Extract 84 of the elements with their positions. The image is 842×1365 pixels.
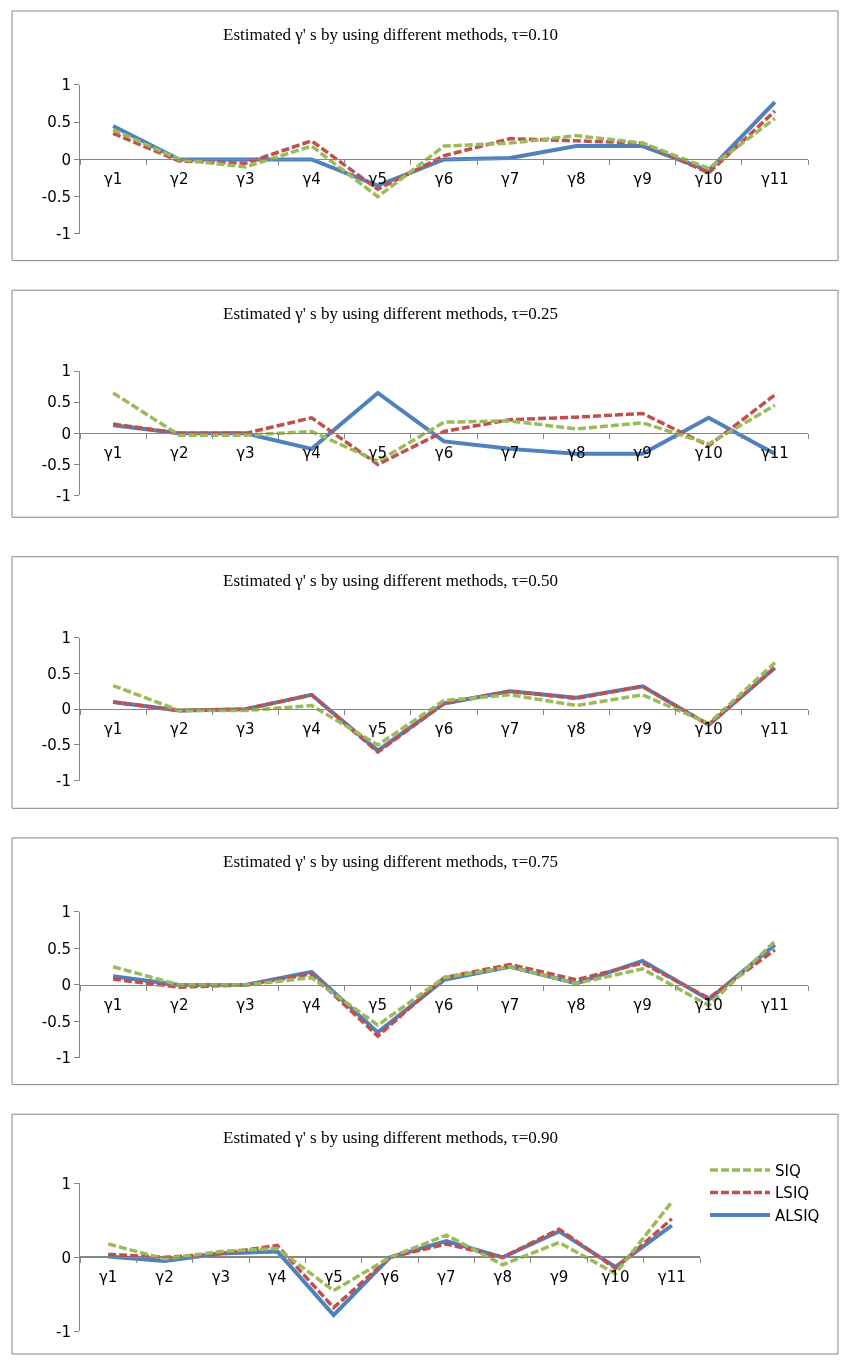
- x-tick-label: γ3: [236, 444, 255, 463]
- y-tick-label: -1: [56, 1049, 71, 1068]
- x-tick-label: γ1: [103, 995, 123, 1014]
- y-tick-label: 1: [61, 628, 71, 647]
- x-tick-label: γ3: [236, 995, 255, 1014]
- x-tick-label: γ8: [493, 1268, 512, 1287]
- x-tick-label: γ2: [170, 995, 189, 1014]
- x-tick-label: γ3: [236, 170, 255, 189]
- y-tick-label: 0: [61, 424, 71, 443]
- y-tick-label: -0.5: [41, 736, 71, 755]
- x-tick-label: γ1: [103, 444, 123, 463]
- x-tick-label: γ5: [368, 444, 388, 463]
- chart-title: Estimated γ' s by using different methods, τ=0.10: [223, 25, 559, 44]
- x-tick-label: γ2: [170, 720, 189, 739]
- x-tick-label: γ6: [434, 995, 454, 1014]
- x-tick-label: γ4: [302, 170, 321, 189]
- legend-label: ALSIQ: [775, 1206, 820, 1225]
- y-tick-label: 0.5: [47, 939, 71, 958]
- y-tick-label: 0: [61, 1248, 71, 1267]
- x-tick-label: γ7: [437, 1268, 456, 1287]
- y-tick-label: -1: [56, 486, 71, 505]
- x-tick-label: γ9: [549, 1268, 569, 1287]
- chart-title: Estimated γ' s by using different methods, τ=0.25: [223, 304, 559, 323]
- x-tick-label: γ7: [500, 170, 520, 189]
- y-tick-label: -0.5: [41, 1012, 71, 1031]
- x-tick-label: γ11: [760, 170, 789, 189]
- x-tick-label: γ2: [155, 1268, 174, 1287]
- y-tick-label: 0: [61, 150, 71, 169]
- x-tick-label: γ11: [760, 995, 789, 1014]
- y-tick-label: 1: [61, 76, 71, 95]
- y-tick-label: 0.5: [47, 393, 71, 412]
- y-tick-label: 0.5: [47, 664, 71, 683]
- x-tick-label: γ1: [103, 720, 123, 739]
- x-tick-label: γ11: [760, 444, 789, 463]
- x-tick-label: γ7: [500, 444, 520, 463]
- x-tick-label: γ5: [368, 720, 388, 739]
- x-tick-label: γ2: [170, 444, 189, 463]
- x-tick-label: γ4: [302, 444, 321, 463]
- y-tick-label: -1: [56, 1322, 71, 1341]
- x-tick-label: γ1: [103, 170, 123, 189]
- x-tick-label: γ1: [98, 1268, 118, 1287]
- x-tick-label: γ10: [694, 444, 723, 463]
- x-tick-label: γ8: [567, 444, 586, 463]
- x-tick-label: γ4: [302, 995, 321, 1014]
- x-tick-label: γ8: [567, 170, 586, 189]
- x-tick-label: γ9: [633, 170, 652, 189]
- x-tick-label: γ10: [601, 1268, 630, 1287]
- x-tick-label: γ7: [500, 720, 520, 739]
- legend-label: SIQ: [775, 1161, 801, 1180]
- legend-label: LSIQ: [775, 1184, 810, 1203]
- x-tick-label: γ3: [211, 1268, 231, 1287]
- y-tick-label: 1: [61, 903, 71, 922]
- x-tick-label: γ10: [694, 995, 723, 1014]
- x-tick-label: γ6: [434, 170, 454, 189]
- x-tick-label: γ11: [760, 720, 789, 739]
- y-tick-label: 1: [61, 1174, 71, 1193]
- x-tick-label: γ7: [500, 995, 520, 1014]
- x-tick-label: γ8: [567, 995, 586, 1014]
- x-tick-label: γ8: [567, 720, 586, 739]
- x-tick-label: γ10: [694, 720, 723, 739]
- chart-title: Estimated γ' s by using different methods, τ=0.75: [223, 852, 559, 871]
- y-tick-label: -1: [56, 225, 71, 244]
- x-tick-label: γ3: [236, 720, 255, 739]
- x-tick-label: γ4: [268, 1268, 287, 1287]
- y-tick-label: 0: [61, 700, 71, 719]
- y-tick-label: -0.5: [41, 455, 71, 474]
- x-tick-label: γ2: [170, 170, 189, 189]
- y-tick-label: -1: [56, 771, 71, 790]
- x-tick-label: γ5: [324, 1268, 343, 1287]
- x-tick-label: γ9: [633, 720, 652, 739]
- chart-title: Estimated γ' s by using different methods, τ=0.90: [223, 1128, 559, 1147]
- x-tick-label: γ6: [434, 444, 454, 463]
- x-tick-label: γ6: [380, 1268, 400, 1287]
- y-tick-label: 0: [61, 976, 71, 995]
- x-tick-label: γ5: [368, 995, 388, 1014]
- chart-title: Estimated γ' s by using different methods, τ=0.50: [223, 571, 559, 590]
- y-tick-label: 1: [61, 362, 71, 381]
- x-tick-label: γ10: [694, 170, 723, 189]
- x-tick-label: γ11: [657, 1268, 686, 1287]
- x-tick-label: γ9: [633, 995, 652, 1014]
- x-tick-label: γ6: [434, 720, 454, 739]
- y-tick-label: 0.5: [47, 113, 71, 132]
- y-tick-label: -0.5: [41, 187, 71, 206]
- x-tick-label: γ4: [302, 720, 321, 739]
